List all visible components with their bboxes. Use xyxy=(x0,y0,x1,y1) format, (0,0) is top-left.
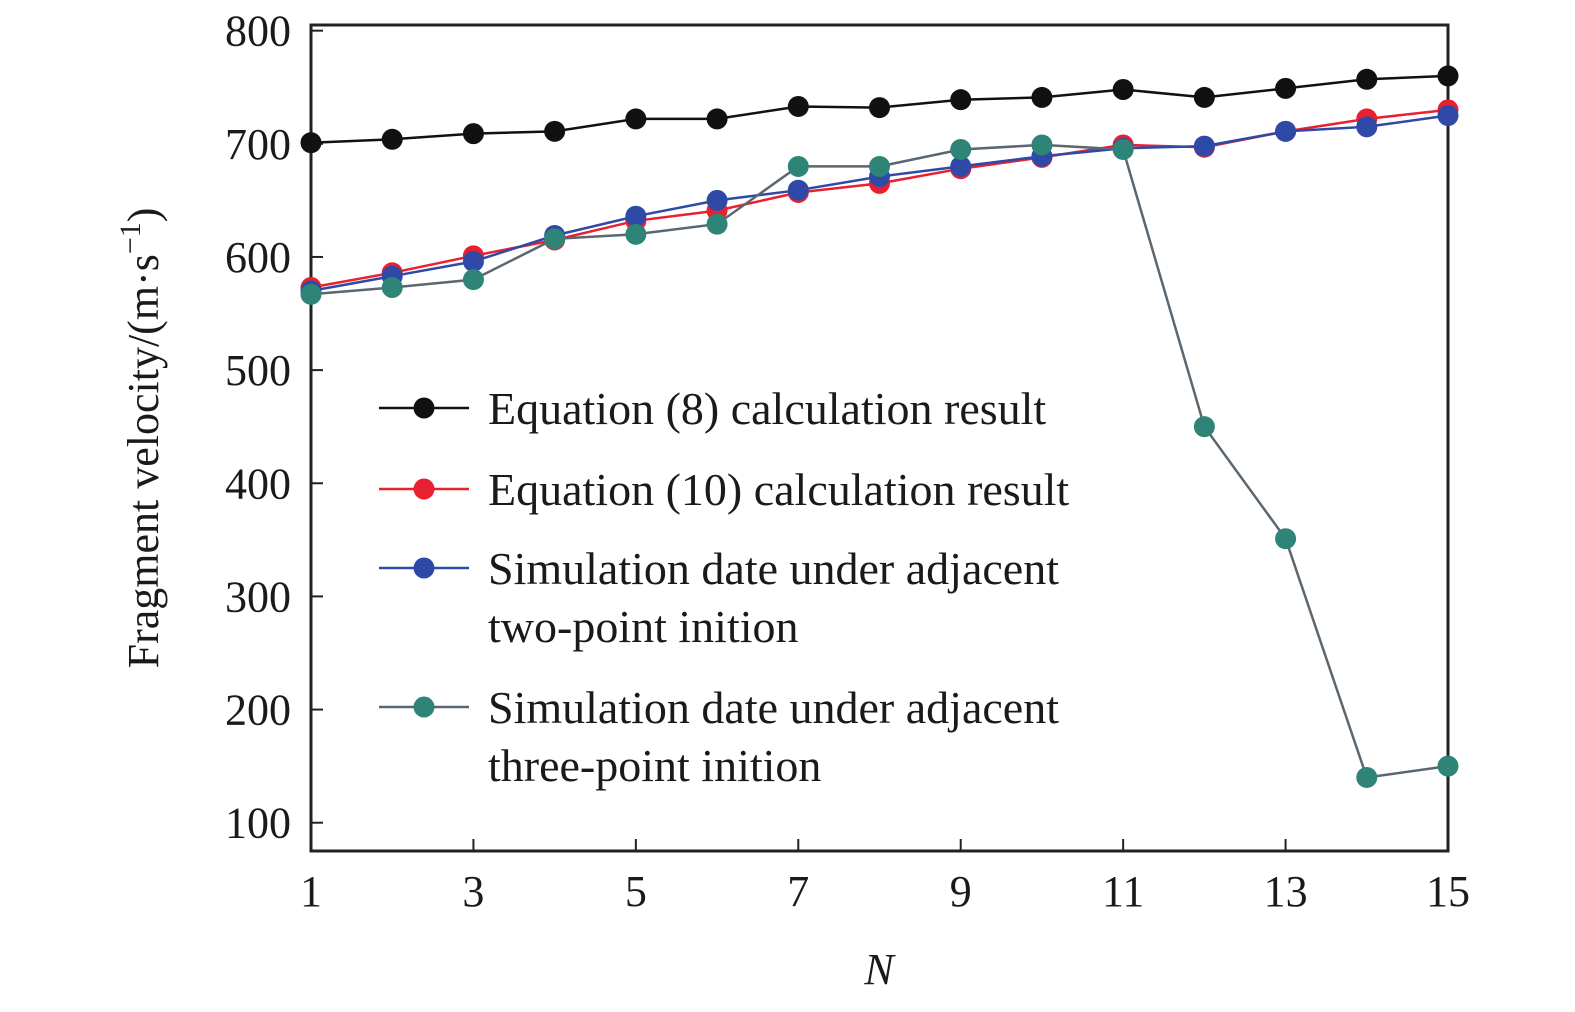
legend-item-1: Equation (8) calculation result xyxy=(379,383,1046,434)
legend-item-2: Equation (10) calculation result xyxy=(379,464,1069,515)
legend-label-line: Equation (8) calculation result xyxy=(488,383,1046,434)
series-1-point xyxy=(625,108,647,130)
legend: Equation (8) calculation result Equation … xyxy=(379,383,1069,791)
series-layer xyxy=(300,65,1459,788)
series-4-point xyxy=(462,269,484,291)
legend-item-4: Simulation date under adjacent three-poin… xyxy=(379,682,1059,791)
series-3-point xyxy=(1193,135,1215,157)
series-1-point xyxy=(706,108,728,130)
legend-item-3: Simulation date under adjacent two-point … xyxy=(379,543,1059,652)
series-4-point xyxy=(1437,755,1459,777)
legend-label: Equation (8) calculation result xyxy=(488,383,1046,434)
x-tick-label: 13 xyxy=(1264,867,1308,916)
x-tick-label: 9 xyxy=(950,867,972,916)
series-4-point xyxy=(1356,766,1378,788)
series-3-point xyxy=(1356,116,1378,138)
series-3-point xyxy=(462,250,484,272)
series-1-point xyxy=(381,128,403,150)
series-3-point xyxy=(706,189,728,211)
series-3-point xyxy=(1275,120,1297,142)
x-tick-label: 3 xyxy=(462,867,484,916)
x-tick-label: 15 xyxy=(1426,867,1470,916)
series-4-point xyxy=(1031,134,1053,156)
x-tick-label: 7 xyxy=(787,867,809,916)
y-tick-label: 400 xyxy=(225,459,291,508)
series-3-point xyxy=(787,179,809,201)
series-1-point xyxy=(1437,65,1459,87)
y-tick-label: 200 xyxy=(225,686,291,735)
legend-marker xyxy=(413,397,435,419)
legend-label-line: two-point inition xyxy=(488,601,799,652)
series-4-point xyxy=(1112,138,1134,160)
y-tick-label: 700 xyxy=(225,120,291,169)
series-4-point xyxy=(1275,528,1297,550)
y-tick-label: 300 xyxy=(225,572,291,621)
x-axis-title: N xyxy=(863,945,896,994)
x-tick-label: 1 xyxy=(300,867,322,916)
series-4-point xyxy=(787,155,809,177)
legend-label: Simulation date under adjacent two-point … xyxy=(488,543,1059,652)
y-tick-label: 600 xyxy=(225,233,291,282)
legend-label-line: Simulation date under adjacent xyxy=(488,682,1059,733)
y-tick-label: 500 xyxy=(225,346,291,395)
series-3-point xyxy=(625,205,647,227)
series-4-point xyxy=(300,283,322,305)
legend-label-line: Equation (10) calculation result xyxy=(488,464,1069,515)
x-tick-label: 5 xyxy=(625,867,647,916)
series-1-point xyxy=(462,123,484,145)
series-1 xyxy=(300,65,1459,154)
legend-label-line: Simulation date under adjacent xyxy=(488,543,1059,594)
legend-marker xyxy=(413,478,435,500)
y-axis-title: Fragment velocity/(m·s−1) xyxy=(114,208,168,669)
series-1-point xyxy=(787,95,809,117)
series-1-point xyxy=(1275,77,1297,99)
legend-marker xyxy=(413,696,435,718)
x-tick-label: 11 xyxy=(1102,867,1144,916)
series-4-point xyxy=(1193,416,1215,438)
series-4-point xyxy=(706,213,728,235)
series-1-point xyxy=(1193,86,1215,108)
series-4-point xyxy=(381,277,403,299)
series-1-point xyxy=(950,89,972,111)
legend-label-line: three-point inition xyxy=(488,740,821,791)
series-4 xyxy=(300,134,1459,788)
series-4-point xyxy=(869,155,890,177)
legend-marker xyxy=(413,557,435,579)
y-tick-label: 100 xyxy=(225,799,291,848)
series-1-point xyxy=(1112,78,1134,100)
series-3-point xyxy=(1437,105,1459,127)
y-tick-label: 800 xyxy=(225,7,291,56)
series-1-point xyxy=(300,132,322,154)
series-1-point xyxy=(1356,68,1378,90)
y-axis-title-exponent: −1 xyxy=(114,222,147,254)
series-4-point xyxy=(950,138,972,160)
legend-label: Equation (10) calculation result xyxy=(488,464,1069,515)
series-3-point xyxy=(950,155,972,177)
series-4-point xyxy=(625,223,647,245)
plot-frame xyxy=(309,23,1450,853)
series-1-point xyxy=(544,120,566,142)
y-axis-title-close: ) xyxy=(119,208,168,223)
series-1-point xyxy=(869,97,890,119)
y-axis-title-main: Fragment velocity/(m·s xyxy=(119,254,168,668)
series-4-point xyxy=(544,228,566,250)
legend-label: Simulation date under adjacent three-poin… xyxy=(488,682,1059,791)
series-1-point xyxy=(1031,86,1053,108)
